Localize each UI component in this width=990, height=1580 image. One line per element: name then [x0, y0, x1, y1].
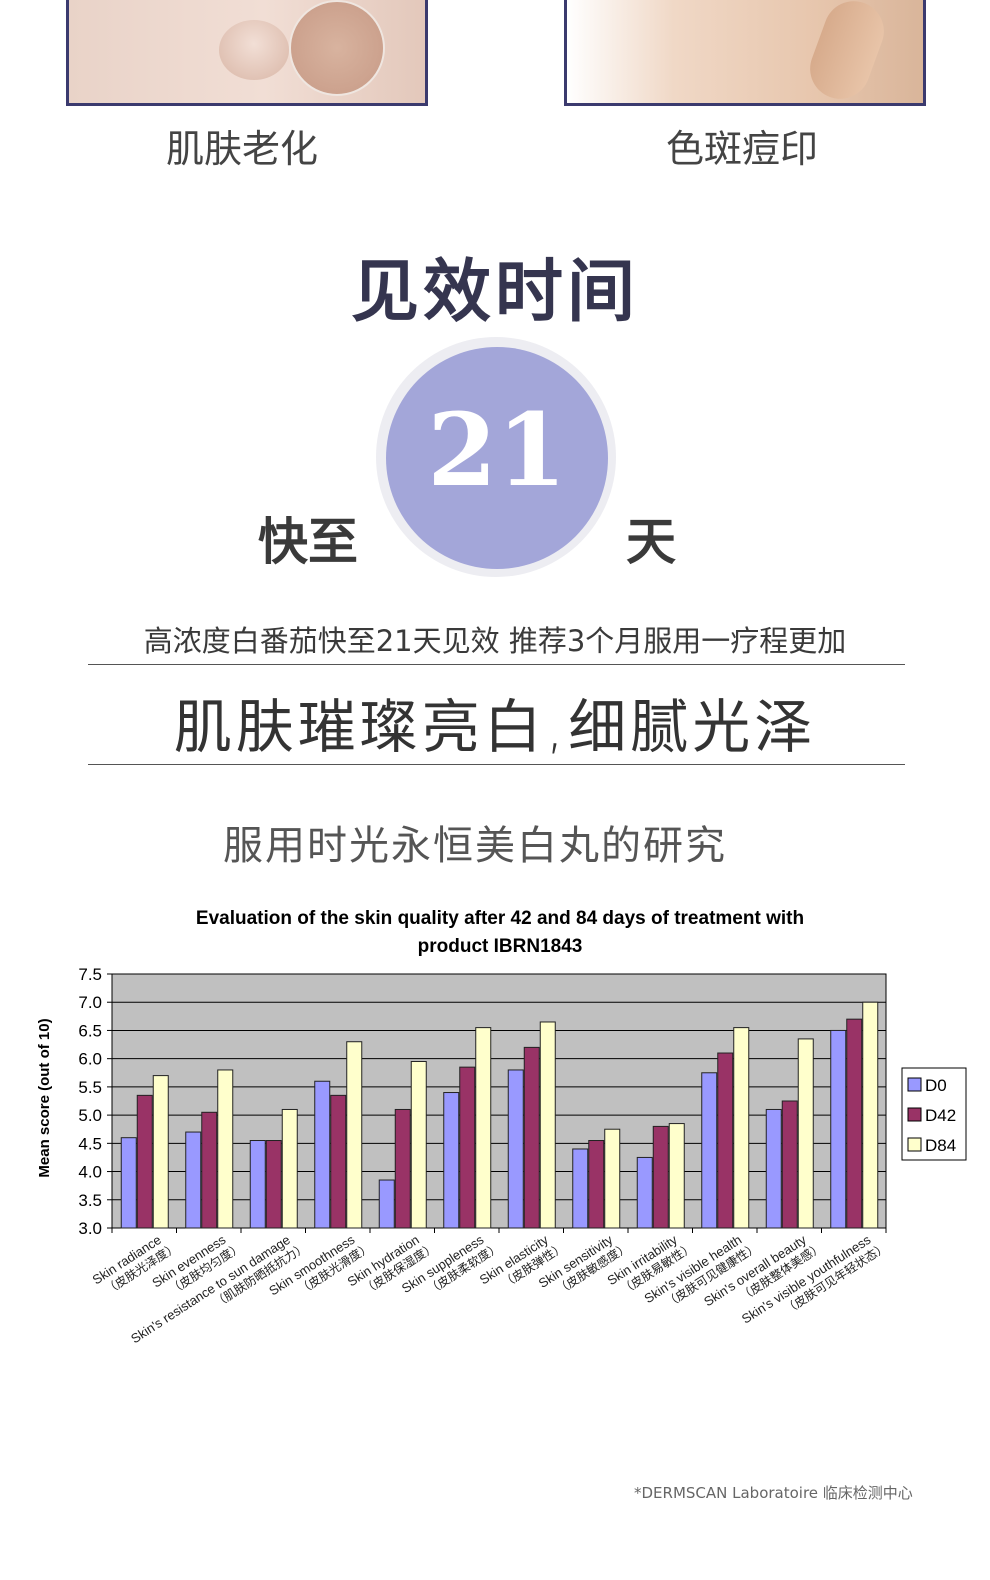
caption-aging: 肌肤老化 [166, 127, 319, 171]
bar-d0 [185, 1131, 202, 1229]
bar-d0 [701, 1072, 718, 1229]
legend-swatch-d0 [907, 1077, 922, 1092]
bar-d42 [652, 1125, 669, 1229]
skin-zoom-circle [289, 0, 385, 96]
bar-d0 [378, 1179, 395, 1229]
bar-d0 [572, 1148, 589, 1229]
y-axis-label: Mean score (out of 10) [36, 1018, 53, 1177]
bar-d84 [346, 1041, 363, 1229]
bar-d42 [717, 1052, 734, 1229]
bar-d42 [136, 1094, 153, 1229]
bar-d84 [152, 1075, 169, 1229]
bar-d84 [862, 1001, 879, 1229]
bar-d0 [830, 1029, 847, 1229]
bar-d0 [249, 1140, 266, 1229]
bar-d42 [781, 1100, 798, 1229]
y-tick-label: 3.5 [78, 1191, 102, 1210]
x-category-label: Skin radiance（皮肤光泽度） [90, 1232, 181, 1297]
spots-skin-photo [564, 0, 926, 106]
bar-d42 [846, 1018, 863, 1229]
bar-d84 [281, 1108, 298, 1229]
chart-title-line-1: Evaluation of the skin quality after 42 … [196, 908, 804, 929]
footnote: *DERMSCAN Laboratoire 临床检测中心 [634, 1484, 913, 1502]
plot-area [111, 973, 887, 1229]
bar-d84 [539, 1021, 556, 1229]
y-tick-label: 6.0 [78, 1050, 102, 1069]
y-tick-label: 6.5 [78, 1021, 102, 1040]
nose-shape [219, 20, 289, 80]
bar-d42 [330, 1094, 347, 1229]
y-tick-label: 4.0 [78, 1163, 102, 1182]
badge-number: 21 [427, 391, 567, 509]
bar-d0 [507, 1069, 524, 1229]
bar-d42 [588, 1140, 605, 1229]
x-category-label: Skin hydration（皮肤保湿度） [345, 1232, 439, 1297]
legend-label-d42: D42 [925, 1106, 956, 1125]
bar-d42 [523, 1046, 540, 1229]
y-tick-label: 7.0 [78, 993, 102, 1012]
y-tick-label: 5.5 [78, 1078, 102, 1097]
badge-prefix: 快至 [258, 513, 358, 571]
description-text: 高浓度白番茄快至21天见效 推荐3个月服用一疗程更加 [143, 624, 847, 658]
bar-d84 [604, 1128, 621, 1229]
y-ticks: 3.0 3.5 4.0 4.5 5.0 5.5 6.0 6.5 7.0 7.5 [78, 965, 886, 1238]
bar-d42 [459, 1066, 476, 1229]
x-category-label: Skin sensitivity（皮肤敏感度） [536, 1232, 632, 1298]
bar-d0 [314, 1080, 331, 1229]
bar-d84 [410, 1060, 427, 1229]
finger-shape [801, 0, 893, 103]
x-labels: Skin radiance（皮肤光泽度）Skin evenness（皮肤均匀度）… [90, 1232, 890, 1347]
bar-d84 [475, 1027, 492, 1229]
divider-bottom [88, 764, 905, 765]
bar-d84 [797, 1038, 814, 1229]
y-tick-label: 7.5 [78, 965, 102, 984]
bar-d0 [443, 1092, 460, 1229]
chart-title-line-2: product IBRN1843 [418, 936, 583, 957]
legend-swatch-d42 [907, 1107, 922, 1122]
slogan-text: 肌肤璀璨亮白,细腻光泽 [173, 693, 817, 761]
bar-d84 [217, 1069, 234, 1229]
bar-d0 [636, 1156, 653, 1229]
caption-spots: 色斑痘印 [666, 127, 819, 171]
bar-d42 [394, 1108, 411, 1229]
y-tick-label: 5.0 [78, 1106, 102, 1125]
bars [111, 1001, 887, 1233]
bar-d84 [668, 1123, 685, 1229]
y-tick-label: 4.5 [78, 1134, 102, 1153]
y-tick-label: 3.0 [78, 1219, 102, 1238]
section-title: 见效时间 [350, 253, 639, 332]
bar-d42 [201, 1111, 218, 1229]
bar-d0 [765, 1108, 782, 1229]
legend-swatch-d84 [907, 1137, 922, 1152]
bar-d0 [120, 1137, 137, 1229]
legend: D0 D42 D84 [901, 1067, 967, 1161]
bar-d84 [733, 1027, 750, 1229]
badge-suffix: 天 [626, 513, 676, 571]
bar-d42 [265, 1140, 282, 1229]
badge-circle [386, 347, 608, 569]
study-title: 服用时光永恒美白丸的研究 [223, 823, 727, 869]
legend-label-d0: D0 [925, 1076, 947, 1095]
plot-background [111, 973, 887, 1229]
divider-top [88, 664, 905, 665]
skin-quality-chart: Evaluation of the skin quality after 42 … [36, 908, 967, 1347]
x-category-label: Skin elasticity（皮肤弹性） [477, 1232, 568, 1291]
aging-skin-photo [66, 0, 428, 106]
legend-label-d84: D84 [925, 1136, 956, 1155]
